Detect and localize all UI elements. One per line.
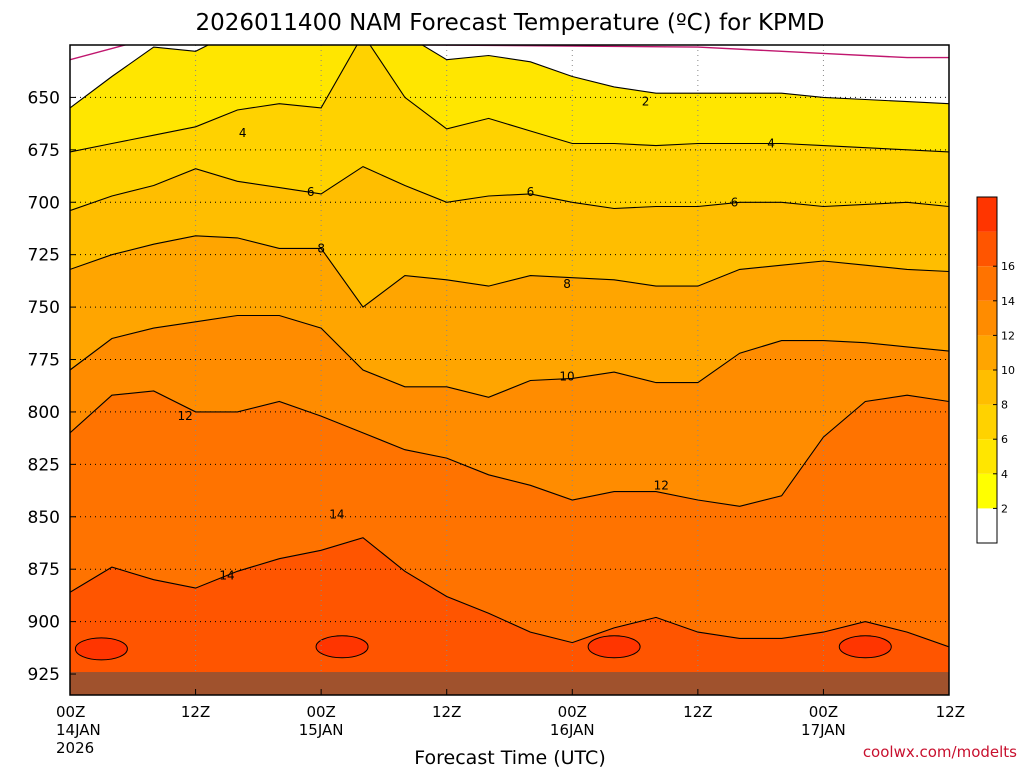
plot-frame <box>69 44 950 696</box>
x-tick-label-date: 15JAN <box>299 721 344 739</box>
isotherm-labels: 2 4 4 6 6 6 8 8 10 12 12 14 14 <box>177 95 774 583</box>
colorbar-swatch <box>977 335 997 370</box>
x-tick-label-time: 00Z <box>809 703 838 721</box>
isotherm-label: 8 <box>563 277 571 291</box>
colorbar-swatch <box>977 439 997 474</box>
colorbar-swatch <box>977 508 997 543</box>
colorbar-swatch <box>977 404 997 440</box>
band-below-2c <box>70 45 949 108</box>
y-tick-label: 850 <box>28 508 60 528</box>
x-tick-label-time: 00Z <box>306 703 335 721</box>
isotherm-6c <box>70 165 949 212</box>
x-axis-title: Forecast Time (UTC) <box>414 747 605 768</box>
isotherm-4c <box>70 45 949 153</box>
colorbar-label: 4 <box>1001 468 1008 481</box>
y-tick-label: 825 <box>28 455 60 475</box>
isotherm-contours <box>70 45 949 648</box>
x-tick-label-date: 17JAN <box>801 721 846 739</box>
colorbar-label: 16 <box>1001 260 1015 273</box>
colorbar-label: 12 <box>1001 329 1015 342</box>
colorbar-label: 8 <box>1001 399 1008 412</box>
temperature-bands <box>70 45 949 695</box>
isotherm-label: 12 <box>177 409 192 423</box>
x-tick-label-date: 16JAN <box>550 721 595 739</box>
colorbar-label: 10 <box>1001 364 1015 377</box>
isotherm-10c <box>70 314 949 398</box>
isotherm-8c <box>70 235 949 308</box>
y-tick-label: 900 <box>28 613 60 633</box>
colorbar-swatch <box>977 231 997 267</box>
x-tick-label-time: 12Z <box>936 703 965 721</box>
warm-pocket-2 <box>315 635 369 659</box>
warm-pocket-1 <box>74 637 128 661</box>
colorbar-label: 2 <box>1001 502 1008 515</box>
isotherm-label: 12 <box>654 478 669 492</box>
y-tick-label: 775 <box>28 351 60 371</box>
y-tick-label: 650 <box>28 88 60 108</box>
x-tick-label-time: 00Z <box>56 703 85 721</box>
y-tick-label: 725 <box>28 246 60 266</box>
isotherm-label: 6 <box>307 185 315 199</box>
colorbar-legend: 2 4 6 8 10 12 14 16 <box>976 196 1015 544</box>
colorbar-label: 14 <box>1001 295 1015 308</box>
isotherm-label: 14 <box>219 568 234 582</box>
isotherm-label: 14 <box>329 508 344 522</box>
y-axis: 650 675 700 725 750 775 800 825 850 875 900 925 <box>28 88 76 685</box>
colorbar-label: 6 <box>1001 433 1008 446</box>
x-tick-label-year: 2026 <box>56 739 94 757</box>
x-tick-label-time: 12Z <box>181 703 210 721</box>
y-tick-label: 875 <box>28 560 60 580</box>
y-tick-label: 800 <box>28 403 60 423</box>
isotherm-label: 10 <box>559 369 574 383</box>
colorbar-swatch <box>977 300 997 336</box>
isotherm-14c <box>70 537 949 648</box>
warm-pocket-4 <box>838 635 892 659</box>
isotherm-2c <box>70 45 949 109</box>
isotherm-label: 8 <box>317 241 325 255</box>
isotherm-12c <box>70 390 949 507</box>
y-tick-label: 750 <box>28 298 60 318</box>
colorbar-swatch <box>977 473 997 509</box>
credit-link[interactable]: coolwx.com/modelts <box>863 743 1017 761</box>
x-tick-label-time: 12Z <box>432 703 461 721</box>
ground-surface <box>70 672 949 695</box>
isotherm-label: 4 <box>239 126 247 140</box>
colorbar-swatch <box>977 266 997 301</box>
isotherm-label: 6 <box>527 185 535 199</box>
x-tick-label-time: 12Z <box>683 703 712 721</box>
warm-pocket-3 <box>587 635 641 659</box>
isotherm-label: 2 <box>642 95 650 109</box>
chart-title: 2026011400 NAM Forecast Temperature (ºC)… <box>196 10 825 36</box>
y-tick-label: 675 <box>28 141 60 161</box>
isotherm-0c <box>70 45 949 61</box>
y-tick-label: 925 <box>28 665 60 685</box>
colorbar-swatch <box>977 370 997 405</box>
x-tick-label-time: 00Z <box>558 703 587 721</box>
isotherm-label: 4 <box>767 137 775 151</box>
colorbar-swatch <box>977 197 997 232</box>
isotherm-label: 6 <box>731 195 739 209</box>
y-tick-label: 700 <box>28 193 60 213</box>
x-tick-label-date: 14JAN <box>56 721 101 739</box>
